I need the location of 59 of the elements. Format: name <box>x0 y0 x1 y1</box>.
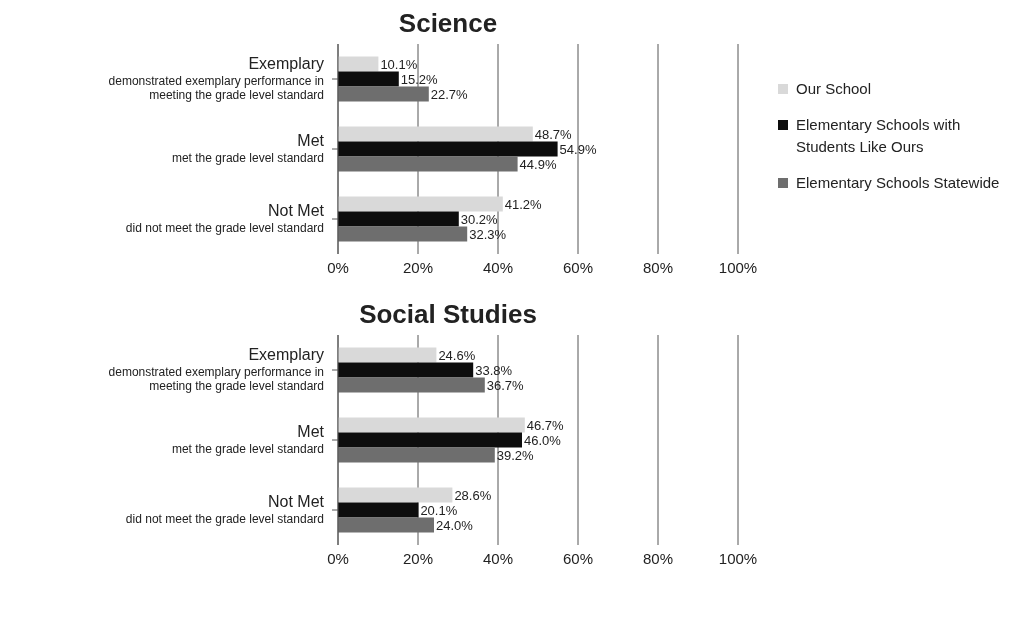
data-label: 20.1% <box>420 503 458 519</box>
data-label: 24.6% <box>438 348 476 364</box>
y-tick-label: Exemplary demonstrated exemplary performance in meeting the grade level standard <box>108 346 324 393</box>
data-label: 32.3% <box>469 227 507 243</box>
bar <box>338 141 558 157</box>
bar <box>338 517 434 533</box>
x-tick-label: 100% <box>718 549 758 567</box>
data-label: 30.2% <box>460 212 499 228</box>
bar <box>338 362 474 378</box>
data-label: 36.7% <box>486 378 525 394</box>
x-tick-label: 20% <box>402 258 434 276</box>
data-label: 28.6% <box>454 488 492 504</box>
chart-title: Social Studies <box>358 299 538 330</box>
data-label: 24.0% <box>436 518 474 534</box>
data-label: 46.0% <box>524 433 562 449</box>
x-tick-label: 60% <box>562 258 594 276</box>
x-tick-label: 80% <box>642 549 674 567</box>
bar <box>338 211 459 227</box>
x-tick-label: 20% <box>402 549 434 567</box>
data-label: 39.2% <box>496 448 535 464</box>
y-tick-label: Met met the grade level standard <box>171 423 325 456</box>
bar <box>338 447 495 463</box>
x-tick-label: 60% <box>562 549 594 567</box>
data-label: 22.7% <box>430 87 469 103</box>
y-tick-label: Met met the grade level standard <box>171 132 325 165</box>
legend-label: Our School <box>796 79 872 99</box>
bar <box>338 156 518 172</box>
chart-title: Science <box>397 8 499 39</box>
bar <box>338 86 429 102</box>
x-tick-label: 40% <box>482 258 514 276</box>
bar <box>338 71 399 87</box>
data-label: 10.1% <box>380 57 418 73</box>
y-tick-label: Exemplary demonstrated exemplary performance in meeting the grade level standard <box>108 55 324 102</box>
bar <box>338 377 485 393</box>
data-label: 46.7% <box>526 418 565 434</box>
data-label: 33.8% <box>475 363 513 379</box>
data-label: 41.2% <box>504 197 543 213</box>
data-label: 48.7% <box>534 127 573 143</box>
legend-label: Elementary Schools with Students Like Ours <box>796 115 962 157</box>
y-tick-label: Not Met did not meet the grade level standard <box>125 202 325 235</box>
bar <box>338 226 468 242</box>
data-label: 44.9% <box>519 157 557 173</box>
bar <box>338 347 437 363</box>
legend-label: Elementary Schools Statewide <box>796 173 1000 193</box>
bar <box>338 487 453 503</box>
bar <box>338 126 533 142</box>
x-tick-label: 0% <box>327 549 349 567</box>
bar <box>338 196 503 212</box>
x-tick-label: 100% <box>718 258 758 276</box>
x-tick-label: 40% <box>482 549 514 567</box>
bar <box>338 502 419 518</box>
data-label: 54.9% <box>559 142 597 158</box>
y-tick-label: Not Met did not meet the grade level standard <box>125 493 325 526</box>
x-tick-label: 80% <box>642 258 674 276</box>
bar <box>338 417 525 433</box>
bar <box>338 56 379 72</box>
data-label: 15.2% <box>400 72 439 88</box>
bar <box>338 432 522 448</box>
x-tick-label: 0% <box>327 258 349 276</box>
